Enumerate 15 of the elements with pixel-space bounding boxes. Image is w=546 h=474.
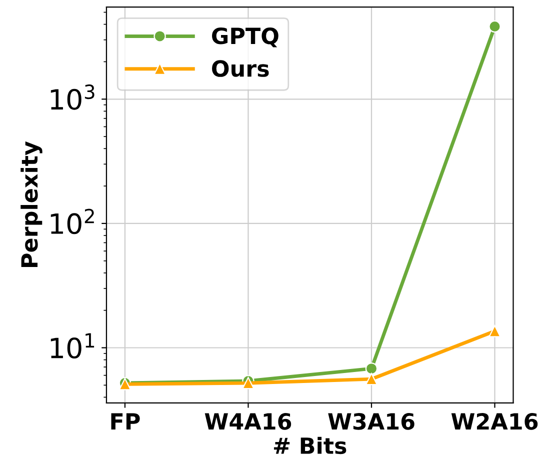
- y-axis-title: Perplexity: [20, 141, 42, 267]
- point: [488, 20, 501, 33]
- y-tick-label: 10$^{2}$: [50, 208, 94, 234]
- x-axis-title: # Bits: [274, 436, 346, 454]
- point: [365, 362, 378, 375]
- point: [365, 372, 378, 386]
- y-tick-label: 10$^{1}$: [50, 333, 94, 359]
- point: [488, 325, 501, 338]
- x-tick-label: W2A16: [451, 413, 538, 430]
- x-tick-label: W3A16: [328, 413, 414, 430]
- x-tick-label: W4A16: [204, 413, 292, 430]
- legend-label: GPTQ: [212, 28, 278, 48]
- legend-label: Ours: [212, 60, 269, 77]
- y-tick-label: 10$^{3}$: [50, 84, 94, 110]
- x-tick-label: FP: [111, 413, 140, 430]
